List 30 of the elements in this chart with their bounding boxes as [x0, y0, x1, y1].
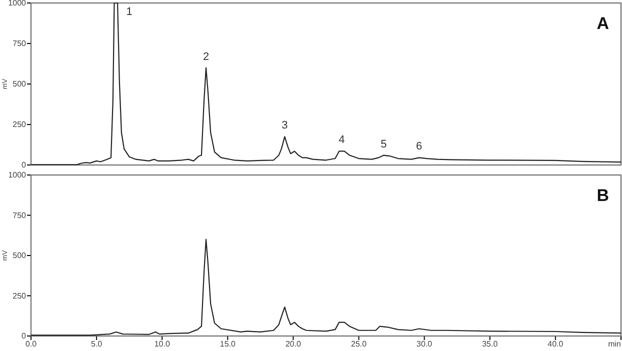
annotation: 1: [126, 6, 132, 18]
text: B: [596, 186, 609, 205]
y-tick-label: 500: [12, 251, 27, 260]
annotation: 3: [282, 120, 288, 132]
line-series: [30, 2, 622, 166]
annotation: 5: [380, 138, 387, 150]
x-tick-label: 35.0: [482, 340, 498, 349]
y-tick-label: 0: [22, 160, 27, 170]
y-tick-label: 0: [22, 332, 27, 341]
y-tick-label: 500: [12, 80, 27, 89]
annotation: 2: [202, 50, 210, 63]
y-tick-label: 250: [12, 120, 27, 130]
x-tick-label: 40.0: [548, 340, 564, 349]
x-tick-label: 25.0: [350, 340, 368, 349]
x-tick-label: 0.0: [25, 340, 38, 349]
y-tick-label: 750: [12, 210, 27, 220]
y-tick-label: 1000: [8, 170, 27, 180]
x-tick-label: 10.0: [154, 340, 170, 349]
text: A: [596, 14, 609, 33]
y-tick-label: 1000: [8, 0, 27, 8]
x-tick-label: min: [608, 340, 621, 349]
line-series: [30, 238, 622, 336]
annotation: 6: [416, 140, 422, 153]
y-tick-label: 750: [12, 39, 27, 48]
x-tick-label: 20.0: [285, 340, 302, 349]
x-tick-label: 30.0: [416, 340, 433, 349]
annotation: 4: [338, 134, 345, 146]
x-tick-label: 15.0: [220, 340, 236, 349]
x-tick-label: 5.0: [90, 340, 103, 349]
y-tick-label: 250: [12, 291, 27, 300]
